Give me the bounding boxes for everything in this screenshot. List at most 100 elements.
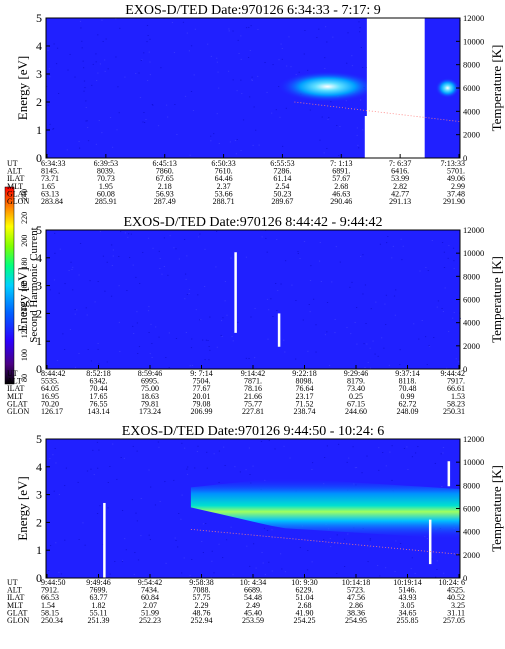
noise-speckle-dot — [49, 458, 51, 459]
noise-speckle-dot — [121, 510, 124, 511]
noise-speckle-dot — [97, 467, 99, 469]
noise-speckle-dot — [374, 353, 376, 355]
table-cell: 62.72 — [399, 399, 417, 408]
noise-speckle-dot — [281, 58, 283, 60]
noise-speckle-dot — [124, 232, 127, 234]
noise-speckle-dot — [193, 74, 195, 76]
noise-speckle-dot — [158, 336, 160, 338]
noise-speckle-dot — [49, 289, 51, 291]
noise-speckle-dot — [452, 247, 455, 249]
noise-speckle-dot — [399, 364, 401, 365]
noise-speckle-dot — [140, 60, 142, 62]
noise-speckle-dot — [386, 242, 388, 244]
noise-speckle-dot — [280, 283, 282, 285]
noise-speckle-dot — [245, 469, 247, 471]
table-cell: 2.82 — [393, 182, 407, 191]
noise-speckle-dot — [224, 281, 227, 282]
table-cell: 1.53 — [451, 392, 465, 401]
table-cell: 8:59:46 — [138, 369, 162, 378]
noise-speckle-dot — [196, 451, 199, 452]
noise-speckle-dot — [168, 332, 170, 334]
noise-speckle-dot — [78, 274, 80, 276]
noise-speckle-dot — [369, 538, 371, 540]
noise-speckle-dot — [250, 316, 252, 318]
noise-speckle-dot — [326, 148, 328, 149]
noise-speckle-dot — [232, 340, 234, 342]
noise-speckle-dot — [379, 575, 381, 577]
table-row-label: GLAT — [7, 189, 28, 198]
noise-speckle-dot — [372, 340, 374, 342]
noise-speckle-dot — [82, 60, 84, 62]
noise-speckle-dot — [238, 53, 240, 54]
noise-speckle-dot — [425, 267, 427, 268]
y-tick-label: 4 — [36, 460, 42, 474]
noise-speckle-dot — [93, 474, 95, 476]
noise-speckle-dot — [351, 55, 353, 57]
noise-speckle-dot — [58, 292, 60, 294]
noise-speckle-dot — [211, 550, 213, 552]
noise-speckle-dot — [208, 346, 210, 347]
colorbar-ticks: 80 100 120 140 160 180 200 220 240 — [20, 189, 29, 382]
noise-speckle-dot — [366, 455, 368, 457]
y2-tick-label: 10000 — [463, 36, 484, 46]
table-cell: 70.20 — [41, 399, 59, 408]
noise-speckle-dot — [271, 570, 273, 572]
table-cell: 6:50:33 — [211, 159, 235, 168]
noise-speckle-dot — [232, 30, 234, 32]
y2-tick-label: 4000 — [463, 106, 480, 116]
noise-speckle-dot — [159, 258, 161, 259]
noise-speckle-dot — [236, 139, 238, 140]
noise-speckle-dot — [264, 574, 266, 576]
table-cell: 23.17 — [296, 392, 314, 401]
y2-axis-label: Temperature [K] — [489, 45, 504, 132]
noise-speckle-dot — [46, 86, 48, 88]
table-cell: 77.67 — [193, 384, 211, 393]
noise-speckle-dot — [66, 149, 68, 151]
noise-speckle-dot — [346, 327, 348, 328]
table-cell: 2.29 — [195, 601, 209, 610]
noise-speckle-dot — [436, 306, 438, 308]
noise-speckle-dot — [148, 51, 150, 53]
noise-speckle-dot — [367, 361, 369, 363]
table-cell: 71.52 — [296, 399, 314, 408]
y-tick-label: 2 — [36, 515, 42, 529]
table-cell: 5701. — [447, 167, 465, 176]
noise-speckle-dot — [261, 236, 263, 238]
noise-speckle-dot — [195, 309, 197, 311]
noise-speckle-dot — [120, 231, 122, 233]
noise-speckle-dot — [395, 540, 397, 542]
panel-1: EXOS-D/TED Date:970126 6:34:33 - 7:17: 9… — [7, 3, 504, 206]
noise-speckle-dot — [324, 57, 326, 59]
noise-speckle-dot — [118, 256, 120, 257]
noise-speckle-dot — [120, 457, 122, 458]
table-cell: 7:13:33 — [441, 159, 465, 168]
colorbar-scale — [4, 186, 15, 385]
noise-speckle-dot — [142, 251, 144, 253]
noise-speckle-dot — [185, 278, 187, 280]
noise-speckle-dot — [163, 266, 165, 267]
noise-speckle-dot — [356, 343, 358, 345]
noise-speckle-dot — [221, 336, 223, 337]
noise-speckle-dot — [74, 366, 77, 368]
table-cell: 7912. — [41, 586, 59, 595]
noise-speckle-dot — [95, 61, 97, 63]
table-cell: 51.99 — [141, 608, 159, 617]
noise-speckle-dot — [326, 445, 329, 447]
noise-speckle-dot — [218, 481, 220, 483]
noise-speckle-dot — [112, 443, 114, 445]
noise-speckle-dot — [299, 547, 301, 549]
table-cell: 70.48 — [399, 384, 417, 393]
table-cell: 6:55:53 — [270, 159, 294, 168]
table-cell: 63.13 — [41, 189, 59, 198]
noise-speckle-dot — [102, 255, 105, 257]
noise-speckle-dot — [252, 465, 254, 467]
noise-speckle-dot — [284, 260, 287, 262]
noise-speckle-dot — [218, 543, 220, 545]
table-cell: 78.16 — [244, 384, 262, 393]
table-cell: 47.56 — [347, 593, 365, 602]
noise-speckle-dot — [359, 256, 362, 257]
noise-speckle-dot — [138, 346, 141, 348]
table-cell: 9:22:18 — [292, 369, 316, 378]
noise-speckle-dot — [138, 72, 140, 74]
